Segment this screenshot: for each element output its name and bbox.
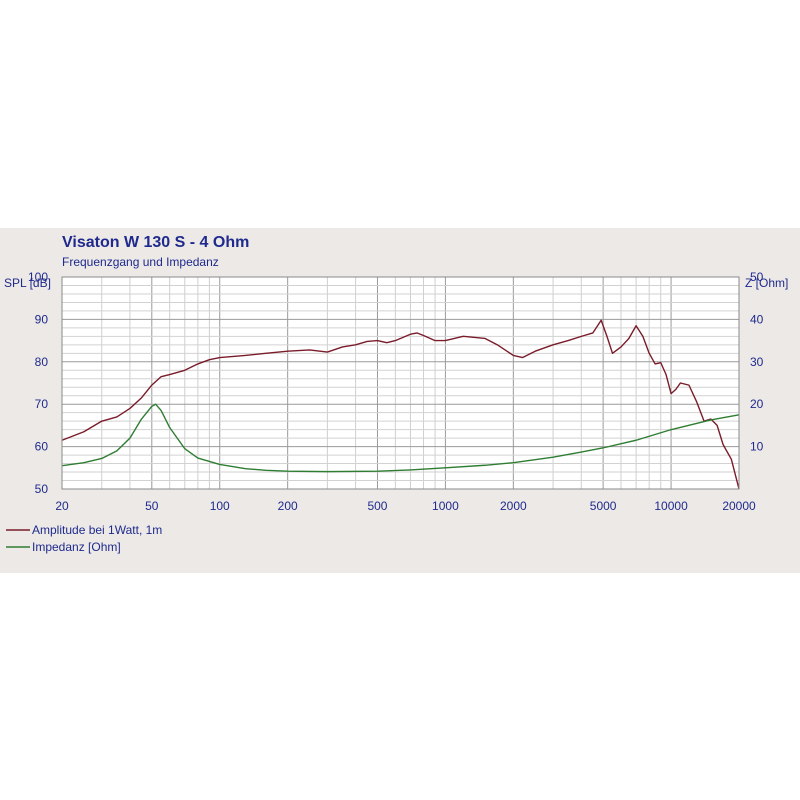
y-left-tick-label: 80	[35, 355, 49, 369]
y-left-tick-label: 70	[35, 397, 49, 411]
grid-lines	[62, 276, 739, 489]
x-tick-label: 20	[55, 499, 69, 513]
x-tick-label: 100	[210, 499, 230, 513]
y-left-tick-label: 90	[35, 312, 49, 326]
y-right-tick-label: 10	[750, 440, 764, 454]
chart-svg: Visaton W 130 S - 4 Ohm Frequenzgang und…	[4, 234, 788, 554]
x-tick-label: 1000	[432, 499, 459, 513]
amplitude-line	[61, 319, 740, 490]
y-left-tick-label: 60	[35, 440, 49, 454]
legend-label-amplitude: Amplitude bei 1Watt, 1m	[32, 523, 162, 537]
y-right-axis-title: Z [Ohm]	[745, 276, 788, 290]
x-tick-label: 20000	[722, 499, 756, 513]
chart-title: Visaton W 130 S - 4 Ohm	[62, 234, 249, 251]
tick-labels: 20 50 100 200 500 1000 2000 5000 10000 20000 50 60 7…	[28, 270, 764, 513]
x-tick-label: 50	[145, 499, 159, 513]
x-tick-label: 500	[367, 499, 387, 513]
plot-frame	[61, 276, 740, 490]
x-tick-label: 10000	[654, 499, 688, 513]
y-right-tick-label: 30	[750, 355, 764, 369]
y-left-tick-label: 50	[35, 482, 49, 496]
chart-panel: Visaton W 130 S - 4 Ohm Frequenzgang und…	[0, 228, 800, 573]
y-right-tick-label: 50	[750, 270, 764, 284]
series-lines	[61, 319, 740, 490]
y-left-tick-label: 100	[28, 270, 48, 284]
legend-label-impedance: Impedanz [Ohm]	[32, 540, 121, 554]
chart-subtitle: Frequenzgang und Impedanz	[62, 255, 219, 269]
y-right-tick-label: 40	[750, 312, 764, 326]
impedance-line	[61, 403, 740, 473]
y-left-axis-title: SPL [dB]	[4, 276, 51, 290]
x-tick-label: 5000	[590, 499, 617, 513]
y-right-tick-label: 20	[750, 397, 764, 411]
x-tick-label: 200	[278, 499, 298, 513]
plot-area	[62, 277, 739, 489]
legend: Amplitude bei 1Watt, 1m Impedanz [Ohm]	[6, 523, 162, 554]
x-tick-label: 2000	[500, 499, 527, 513]
